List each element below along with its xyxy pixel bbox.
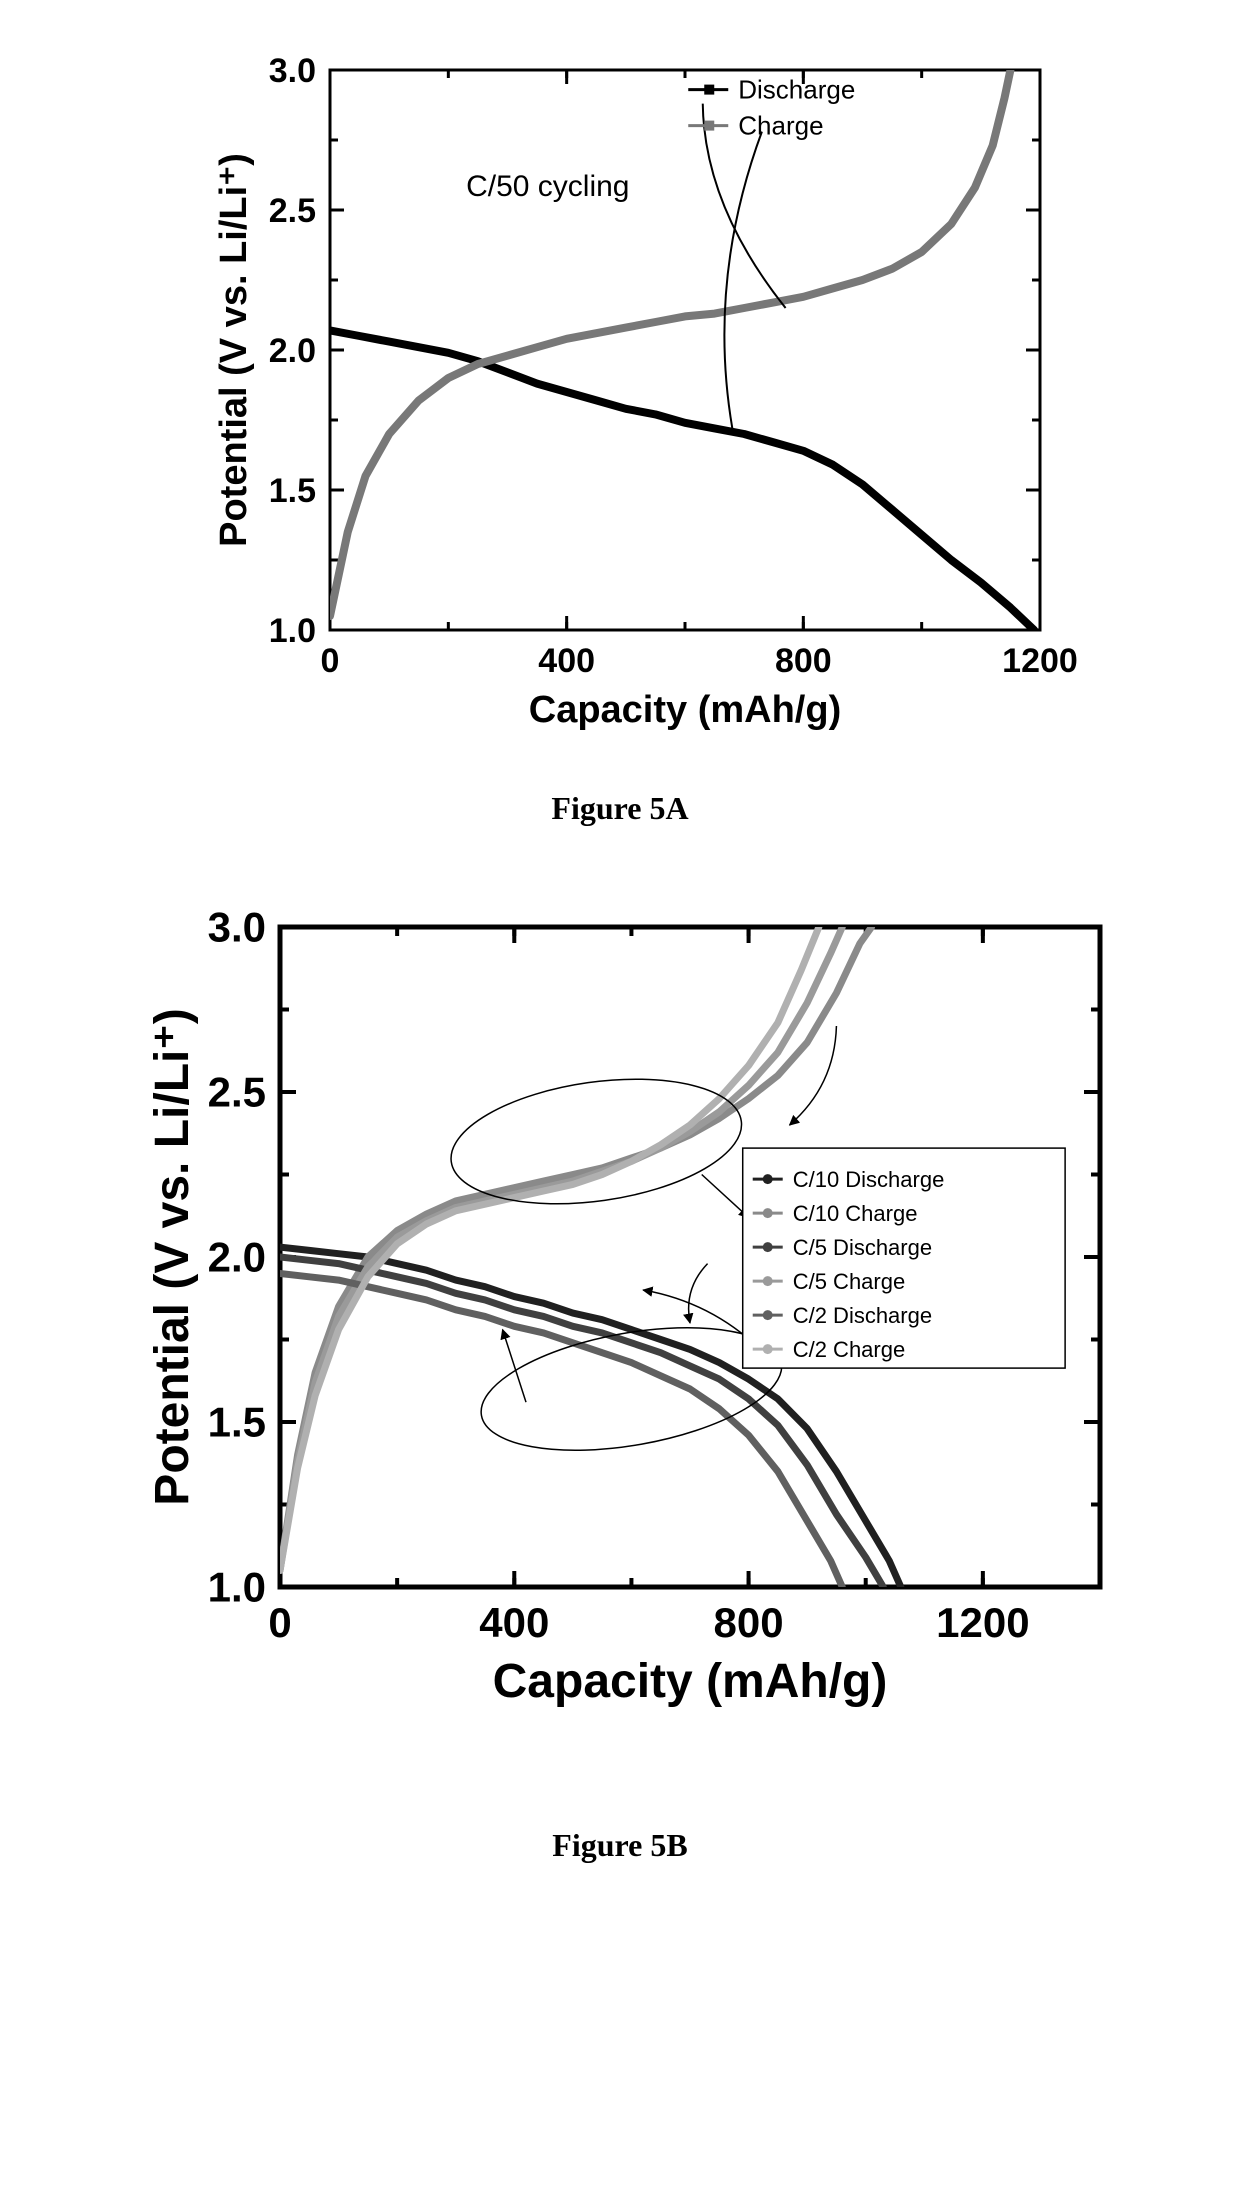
svg-text:1200: 1200 <box>1002 642 1078 680</box>
caption-5b: Figure 5B <box>552 1827 687 1864</box>
svg-text:800: 800 <box>775 642 832 680</box>
svg-text:Discharge: Discharge <box>738 75 855 105</box>
svg-text:C/5 Charge: C/5 Charge <box>793 1269 906 1294</box>
caption-5a: Figure 5A <box>551 790 688 827</box>
svg-text:1.5: 1.5 <box>269 472 316 510</box>
page-container: 0 400 800 1200 1.0 1.5 2.0 2.5 3.0 Capacity (mAh/… <box>0 0 1240 1944</box>
svg-text:Potential (V vs. Li/Li⁺): Potential (V vs. Li/Li⁺) <box>213 153 255 547</box>
svg-text:0: 0 <box>321 642 340 680</box>
svg-text:2.5: 2.5 <box>208 1069 266 1116</box>
chart-5b: 0 400 800 1200 1.0 1.5 2.0 2.5 3.0 Capacity (mAh/… <box>80 887 1160 1757</box>
svg-text:Capacity (mAh/g): Capacity (mAh/g) <box>493 1655 888 1708</box>
svg-text:2.0: 2.0 <box>269 332 316 370</box>
svg-text:1.0: 1.0 <box>208 1564 266 1611</box>
svg-text:3.0: 3.0 <box>269 52 316 90</box>
svg-text:2.0: 2.0 <box>208 1234 266 1281</box>
svg-text:Capacity (mAh/g): Capacity (mAh/g) <box>529 689 841 731</box>
svg-text:C/2 Discharge: C/2 Discharge <box>793 1303 932 1328</box>
svg-text:800: 800 <box>714 1599 784 1646</box>
svg-text:1.5: 1.5 <box>208 1399 266 1446</box>
svg-text:C/50 cycling: C/50 cycling <box>466 170 629 203</box>
svg-text:3.0: 3.0 <box>208 904 266 951</box>
svg-text:C/10 Charge: C/10 Charge <box>793 1201 918 1226</box>
svg-text:C/2 Charge: C/2 Charge <box>793 1337 906 1362</box>
svg-text:C/10 Discharge: C/10 Discharge <box>793 1167 945 1192</box>
svg-text:400: 400 <box>538 642 595 680</box>
chart-5a: 0 400 800 1200 1.0 1.5 2.0 2.5 3.0 Capacity (mAh/… <box>150 30 1090 760</box>
svg-text:C/5 Discharge: C/5 Discharge <box>793 1235 932 1260</box>
svg-text:Charge: Charge <box>738 111 823 141</box>
svg-text:1200: 1200 <box>936 1599 1029 1646</box>
svg-text:400: 400 <box>479 1599 549 1646</box>
svg-text:Potential (V vs. Li/Li⁺): Potential (V vs. Li/Li⁺) <box>146 1008 199 1505</box>
svg-text:2.5: 2.5 <box>269 192 316 230</box>
svg-text:0: 0 <box>268 1599 291 1646</box>
svg-text:1.0: 1.0 <box>269 612 316 650</box>
figure-5b-block: 0 400 800 1200 1.0 1.5 2.0 2.5 3.0 Capacity (mAh/… <box>40 887 1200 1884</box>
figure-5a-block: 0 400 800 1200 1.0 1.5 2.0 2.5 3.0 Capacity (mAh/… <box>40 30 1200 887</box>
